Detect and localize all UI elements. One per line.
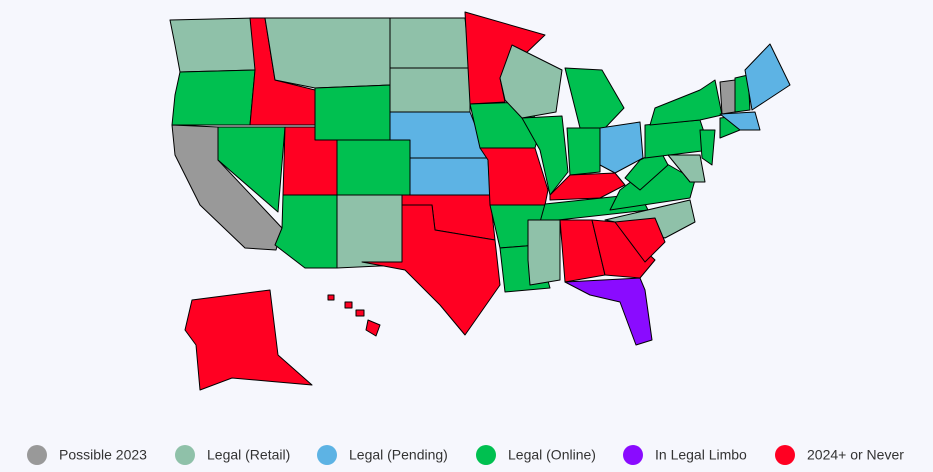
state <box>599 121 644 174</box>
state <box>479 147 549 206</box>
legend-swatch <box>317 445 337 465</box>
state <box>361 204 501 336</box>
legend-label: Possible 2023 <box>59 447 147 463</box>
state <box>564 67 625 129</box>
state <box>365 319 381 337</box>
legend-label: Legal (Online) <box>508 447 596 463</box>
legend-swatch <box>476 445 496 465</box>
legend-label: 2024+ or Never <box>807 447 904 463</box>
state <box>624 149 669 191</box>
state <box>527 219 561 286</box>
legend-swatch <box>27 445 47 465</box>
legend-swatch <box>775 445 795 465</box>
state <box>327 294 335 301</box>
state <box>614 217 666 263</box>
state <box>699 129 716 166</box>
state <box>336 194 403 269</box>
state <box>274 194 338 269</box>
state <box>667 154 706 183</box>
states <box>169 11 791 391</box>
state <box>184 289 313 391</box>
state <box>719 79 736 115</box>
state <box>409 157 491 196</box>
state <box>314 84 391 141</box>
legend-label: Legal (Retail) <box>207 447 290 463</box>
state <box>169 17 256 73</box>
state <box>649 79 723 126</box>
state <box>389 67 471 113</box>
legend-label: Legal (Pending) <box>349 447 448 463</box>
state <box>389 17 471 69</box>
state <box>217 126 286 213</box>
state <box>719 111 761 131</box>
state <box>336 139 411 196</box>
state <box>591 219 656 279</box>
legend-swatch <box>175 445 195 465</box>
state <box>355 309 365 317</box>
state <box>734 74 751 113</box>
legend-swatch <box>623 445 643 465</box>
state <box>171 69 256 126</box>
legend: Possible 2023 Legal (Retail) Legal (Pendin… <box>27 445 904 465</box>
state <box>264 17 391 89</box>
legend-label: In Legal Limbo <box>655 447 747 463</box>
state <box>564 277 653 346</box>
state <box>549 172 626 201</box>
state <box>344 301 353 309</box>
state <box>521 115 569 196</box>
state <box>744 43 791 111</box>
state <box>566 127 601 176</box>
